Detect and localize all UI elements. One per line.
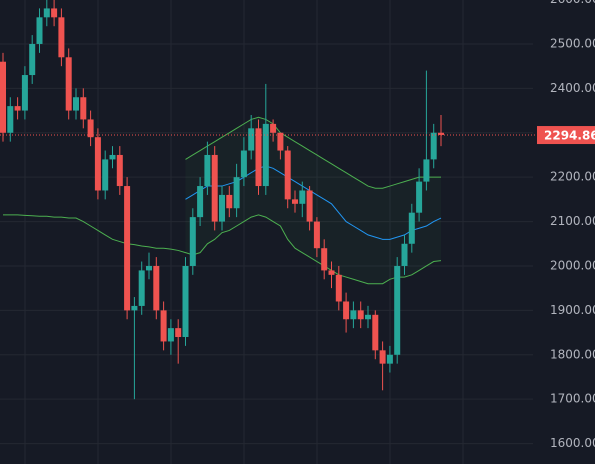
candle-body xyxy=(343,301,350,320)
candle-body xyxy=(58,17,65,58)
band-line xyxy=(185,116,441,189)
y-tick-label: 1900.00 xyxy=(550,303,595,317)
candle-body xyxy=(284,150,291,200)
candle-body xyxy=(197,186,204,218)
candle-body xyxy=(131,305,138,311)
candle-body xyxy=(94,137,101,191)
candle-body xyxy=(262,123,269,187)
candle-body xyxy=(233,177,240,209)
candle-body xyxy=(394,265,401,355)
candle-body xyxy=(211,154,218,222)
candle-body xyxy=(175,328,182,338)
candle-body xyxy=(204,154,211,187)
candle-body xyxy=(328,270,335,275)
candle-body xyxy=(365,314,371,320)
candle-body xyxy=(248,128,255,151)
candle-body xyxy=(438,132,444,135)
candle-body xyxy=(299,190,306,204)
candle-body xyxy=(270,123,277,133)
candle-body xyxy=(116,154,123,187)
candle-body xyxy=(430,132,437,160)
y-tick-label: 2200.00 xyxy=(550,170,595,184)
candle-body xyxy=(357,310,364,320)
candle-body xyxy=(51,8,58,18)
candle-body xyxy=(36,17,43,44)
candle-body xyxy=(73,97,79,111)
candle-body xyxy=(386,354,393,364)
candle-body xyxy=(423,159,430,182)
candle-body xyxy=(43,8,50,18)
candle-body xyxy=(255,128,262,187)
candle-body xyxy=(292,199,298,204)
candle-body xyxy=(350,310,357,320)
candle-body xyxy=(335,274,342,302)
y-tick-label: 2400.00 xyxy=(550,81,595,95)
candle-body xyxy=(29,43,36,76)
y-tick-label: 2500.00 xyxy=(550,36,595,50)
candle-body xyxy=(306,190,313,222)
candle-body xyxy=(14,106,21,111)
candle-body xyxy=(408,212,415,244)
candle-body xyxy=(160,310,167,342)
candle-body xyxy=(109,154,116,160)
band-fill xyxy=(185,117,441,284)
candle-body xyxy=(80,97,87,120)
y-tick-label: 1800.00 xyxy=(550,347,595,361)
candle-body xyxy=(401,243,408,266)
candle-body xyxy=(0,61,6,133)
candle-body xyxy=(416,181,423,213)
candle-body xyxy=(138,270,145,306)
candle-body xyxy=(124,186,131,311)
band-line xyxy=(3,214,442,285)
candle-body xyxy=(153,265,160,311)
candle-body xyxy=(226,194,233,209)
y-tick-label: 1600.00 xyxy=(550,436,595,450)
y-tick-label: 2600.00 xyxy=(550,0,595,6)
candle-body xyxy=(87,119,94,138)
candle-body xyxy=(167,328,174,342)
last-price-box xyxy=(537,126,595,145)
candle-body xyxy=(65,57,72,111)
candle-body xyxy=(21,75,28,111)
candle-body xyxy=(321,248,328,271)
candle-body xyxy=(277,132,284,151)
y-tick-label: 2000.00 xyxy=(550,258,595,272)
candle-body xyxy=(379,350,386,364)
candle-body xyxy=(182,265,189,338)
last-price-label: 2294.86 xyxy=(544,129,595,143)
candle-body xyxy=(313,221,320,249)
candle-body xyxy=(102,159,109,191)
candle-body xyxy=(372,314,379,351)
candle-body xyxy=(219,194,225,222)
candle-body xyxy=(7,106,14,133)
candle-body xyxy=(189,217,196,266)
y-tick-label: 2100.00 xyxy=(550,214,595,228)
y-tick-label: 1700.00 xyxy=(550,392,595,406)
band-line xyxy=(185,165,442,240)
candle-body xyxy=(146,265,152,271)
candle-body xyxy=(240,150,247,178)
